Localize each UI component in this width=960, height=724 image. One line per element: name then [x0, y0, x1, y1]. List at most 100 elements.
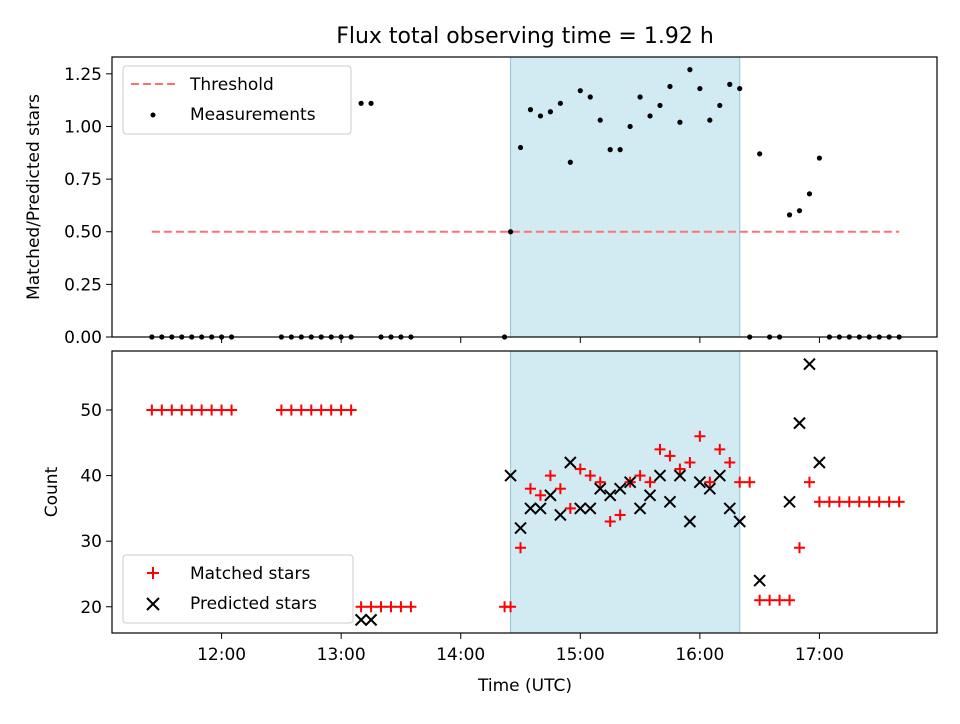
bot-highlight-span: [510, 350, 741, 634]
matched-star-point: [524, 483, 536, 495]
measurement-point: [368, 100, 374, 106]
matched-star-point: [614, 509, 626, 521]
measurement-point: [657, 102, 663, 109]
matched-star-point: [724, 456, 736, 468]
matched-star-point: [186, 404, 198, 416]
matched-star-point: [764, 594, 776, 606]
matched-star-point: [883, 496, 895, 508]
bot-xtick-label: 14:00: [436, 645, 485, 665]
predicted-star-point: [783, 495, 796, 509]
matched-star-point: [156, 404, 168, 416]
matched-star-point: [166, 404, 178, 416]
predicted-star-point: [653, 469, 667, 482]
top-highlight-span: [510, 56, 741, 338]
matched-star-point: [664, 450, 676, 462]
matched-star-point: [365, 601, 377, 613]
legend-measurement-swatch: [150, 112, 156, 118]
top-ytick-label: 0.00: [64, 328, 102, 348]
predicted-star-point: [753, 574, 766, 587]
predicted-star-point: [613, 482, 627, 495]
bottom-ylabel: Count: [42, 466, 62, 517]
top-ytick-label: 1.25: [64, 65, 102, 85]
matched-star-point: [534, 489, 546, 501]
predicted-star-point: [643, 489, 657, 502]
top-panel: 0.00 0.25 0.50 0.75 1.00 1.25 Matched/Predict…: [24, 56, 938, 348]
x-axis-label: Time (UTC): [477, 676, 572, 696]
matched-star-point: [634, 470, 646, 482]
predicted-star-point: [514, 521, 527, 535]
matched-star-point: [674, 463, 686, 475]
measurement-point: [786, 212, 793, 218]
matched-star-point: [196, 404, 208, 416]
top-ylabel: Matched/Predicted stars: [24, 94, 44, 300]
measurement-point: [737, 85, 743, 92]
matched-star-point: [325, 404, 337, 416]
matched-star-point: [345, 404, 357, 416]
matched-star-point: [604, 516, 616, 528]
top-axes-frame: [111, 56, 938, 338]
matched-star-point: [405, 601, 417, 613]
matched-star-point: [206, 404, 218, 416]
predicted-star-point: [813, 456, 826, 469]
predicted-star-point: [723, 502, 736, 515]
matched-star-point: [853, 496, 865, 508]
predicted-star-point: [703, 482, 717, 495]
matched-star-point: [574, 463, 586, 475]
matched-star-point: [813, 496, 825, 508]
predicted-star-point: [713, 469, 726, 482]
predicted-star-point: [584, 502, 597, 515]
predicted-star-point: [554, 508, 567, 522]
measurement-point: [687, 67, 693, 73]
measurement-point: [816, 155, 823, 161]
predicted-star-point: [354, 613, 368, 627]
matched-star-point: [515, 542, 527, 554]
legend-measurement-label: Measurements: [190, 105, 316, 125]
matched-star-point: [803, 476, 815, 488]
matched-star-point: [315, 404, 327, 416]
legend-threshold-label: Threshold: [189, 75, 274, 95]
measurement-point: [557, 100, 563, 106]
predicted-star-point: [594, 482, 607, 495]
legend-predicted-label: Predicted stars: [190, 594, 317, 614]
matched-star-point: [355, 601, 367, 613]
measurement-point: [796, 208, 803, 214]
matched-star-point: [644, 476, 656, 488]
bottom-legend: Matched stars Predicted stars: [122, 554, 354, 624]
measurement-point: [577, 88, 583, 94]
bot-ytick-label: 30: [80, 532, 102, 552]
measurement-point: [517, 144, 524, 151]
bot-ytick-label: 50: [80, 401, 102, 421]
predicted-star-point: [633, 502, 647, 515]
matched-star-point: [554, 483, 566, 495]
chart-title: Flux total observing time = 1.92 h: [336, 24, 714, 49]
matched-star-point: [385, 601, 397, 613]
matched-star-point: [285, 404, 297, 416]
top-ytick-label: 0.25: [64, 275, 102, 295]
predicted-star-point: [623, 475, 637, 489]
matched-star-point: [654, 443, 666, 455]
matched-star-point: [694, 430, 706, 442]
matched-star-point: [295, 404, 307, 416]
predicted-star-point: [524, 502, 537, 515]
matched-star-point: [794, 542, 805, 554]
measurement-point: [507, 229, 514, 235]
matched-star-point: [564, 502, 576, 514]
top-ytick-label: 1.00: [64, 117, 102, 137]
measurement-point: [358, 100, 364, 106]
predicted-star-point: [504, 469, 517, 482]
matched-star-point: [594, 476, 606, 488]
predicted-star-point: [673, 469, 687, 482]
predicted-star-point: [793, 416, 806, 430]
matched-star-point: [335, 404, 347, 416]
bot-xtick-label: 15:00: [556, 645, 605, 665]
predicted-star-point: [733, 515, 746, 528]
measurement-point: [587, 94, 593, 100]
measurement-point: [757, 151, 763, 157]
matched-star-point: [823, 496, 835, 508]
bottom-legend-box: [122, 554, 354, 624]
measurement-point: [537, 113, 544, 119]
measurement-point: [647, 113, 653, 119]
matched-star-point: [544, 470, 556, 482]
